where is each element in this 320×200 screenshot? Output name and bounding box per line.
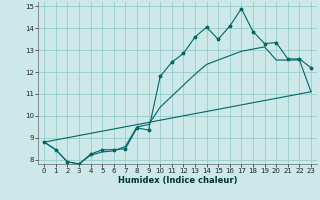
X-axis label: Humidex (Indice chaleur): Humidex (Indice chaleur) — [118, 176, 237, 185]
